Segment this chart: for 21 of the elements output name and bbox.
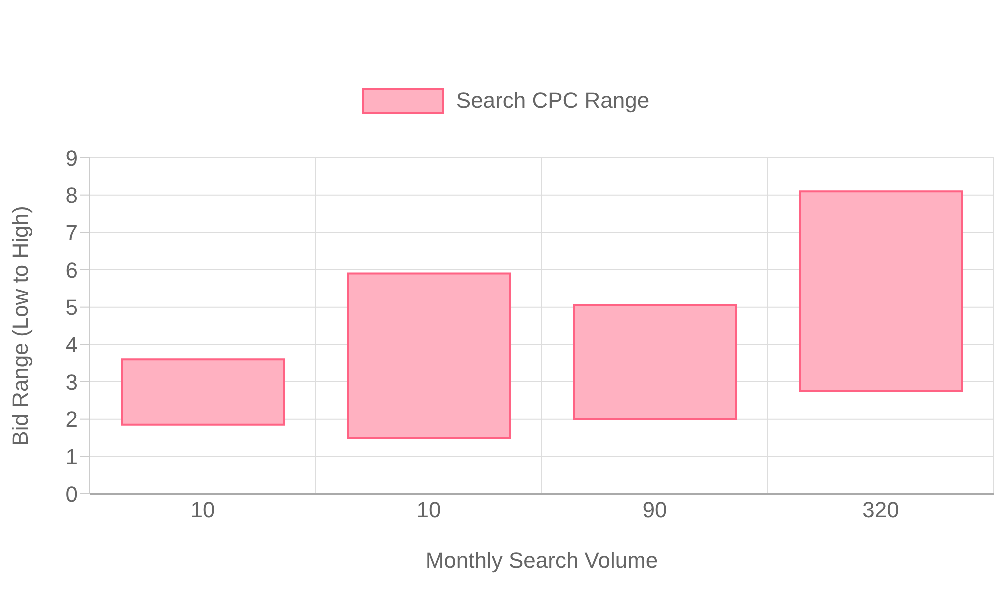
legend-label: Search CPC Range bbox=[456, 88, 650, 114]
y-tick-label: 9 bbox=[66, 146, 78, 171]
bar bbox=[799, 190, 963, 392]
bar bbox=[347, 272, 511, 439]
y-tick-label: 4 bbox=[66, 332, 78, 358]
y-tick-label: 3 bbox=[66, 370, 78, 395]
bar bbox=[573, 304, 737, 420]
x-tick-label: 10 bbox=[190, 498, 216, 523]
x-tick-label: 90 bbox=[642, 498, 668, 523]
y-axis-title: Bid Range (Low to High) bbox=[8, 206, 33, 446]
bar bbox=[121, 358, 285, 426]
y-tick-label: 7 bbox=[66, 220, 78, 246]
x-axis-title: Monthly Search Volume bbox=[426, 548, 658, 573]
y-tick-label: 1 bbox=[66, 444, 78, 470]
y-tick-label: 6 bbox=[66, 258, 78, 283]
y-tick-label: 8 bbox=[66, 183, 78, 208]
y-tick-label: 5 bbox=[66, 295, 78, 320]
y-tick-label: 2 bbox=[66, 407, 78, 432]
x-tick-label: 10 bbox=[416, 498, 442, 523]
x-tick-label: 320 bbox=[862, 498, 900, 523]
y-tick-label: 0 bbox=[66, 482, 78, 507]
